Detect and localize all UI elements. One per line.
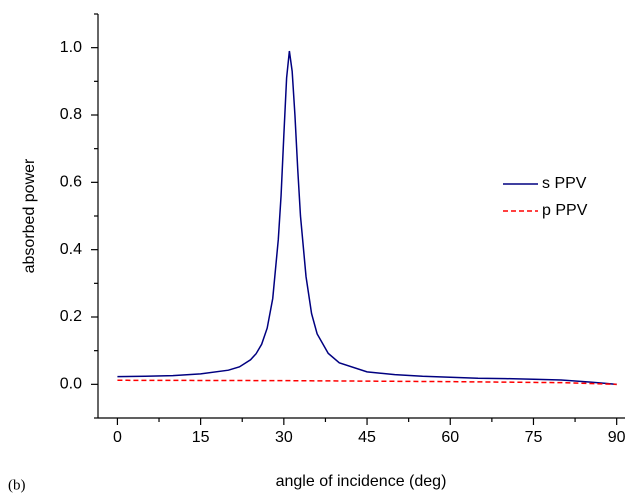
x-tick-label: 0 xyxy=(113,429,122,446)
line-series xyxy=(117,50,617,386)
x-tick-label: 30 xyxy=(275,429,293,446)
y-tick-label: 0.6 xyxy=(60,174,82,191)
x-tick-label: 45 xyxy=(358,429,376,446)
x-axis-label: angle of incidence (deg) xyxy=(276,473,447,490)
y-tick-label: 0.2 xyxy=(60,308,82,325)
line-series xyxy=(117,379,617,386)
x-tick-label: 15 xyxy=(192,429,210,446)
y-tick-label: 0.8 xyxy=(60,106,82,123)
y-tick-label: 0.4 xyxy=(60,241,82,258)
x-tick-label: 90 xyxy=(608,429,626,446)
x-tick-label: 75 xyxy=(525,429,543,446)
legend-label: s PPV xyxy=(542,175,587,192)
panel-label: (b) xyxy=(8,477,26,493)
y-tick-label: 1.0 xyxy=(60,39,82,56)
x-tick-label: 60 xyxy=(441,429,459,446)
legend-label: p PPV xyxy=(542,202,588,219)
y-axis-label: absorbed power xyxy=(21,158,38,273)
y-tick-label: 0.0 xyxy=(60,376,82,393)
